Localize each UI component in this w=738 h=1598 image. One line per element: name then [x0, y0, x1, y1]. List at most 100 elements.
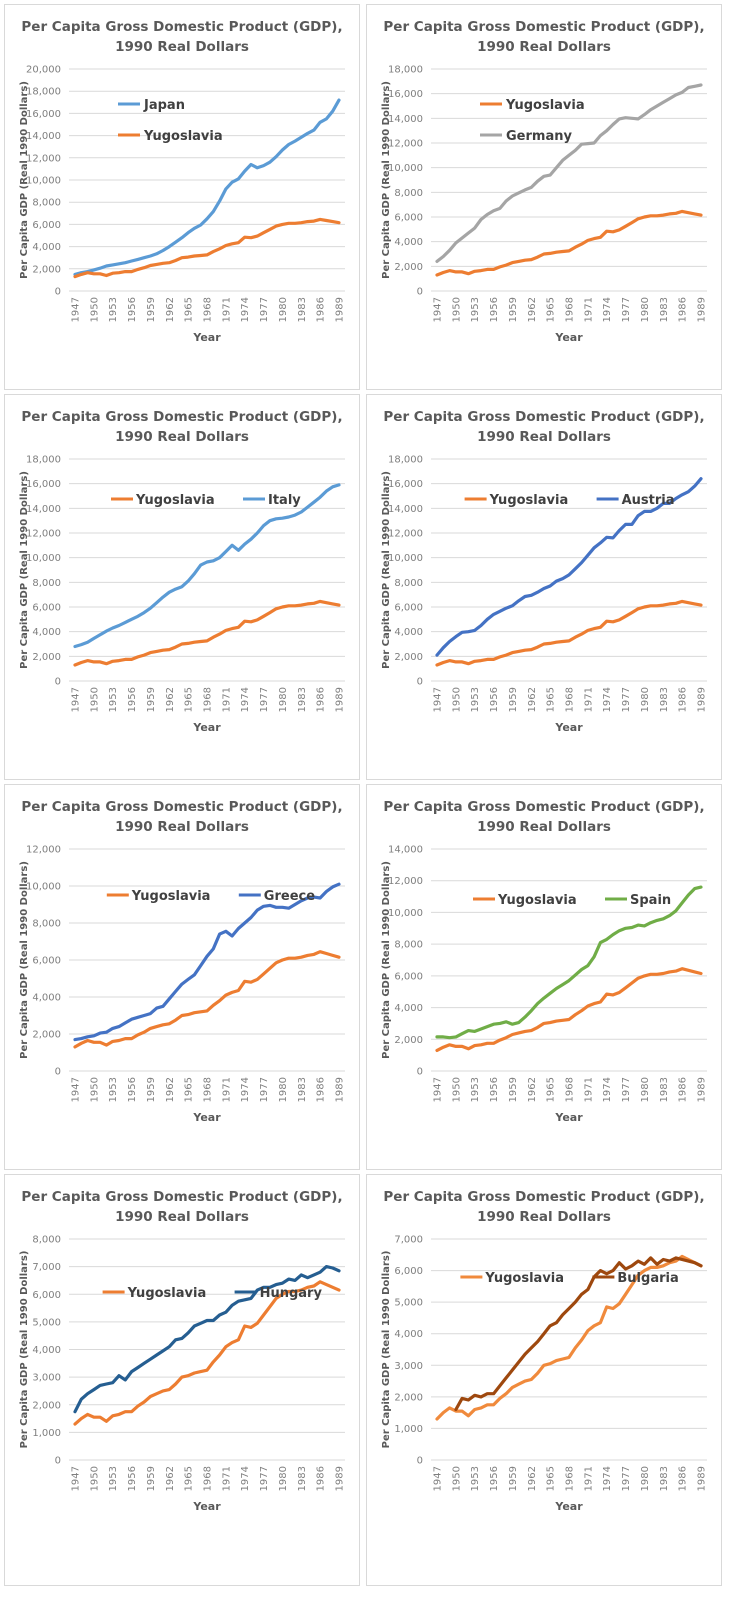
y-tick-label: 1,000: [32, 1428, 61, 1439]
y-tick-label: 6,000: [394, 213, 423, 224]
x-tick-label: 1950: [451, 297, 462, 322]
x-tick-label: 1977: [259, 687, 270, 712]
x-tick-label: 1983: [659, 1077, 670, 1102]
legend: Yugoslavia Bulgaria: [460, 1271, 679, 1286]
x-tick-label: 1977: [621, 687, 632, 712]
x-tick-label: 1986: [316, 1077, 327, 1102]
chart-panel-italy: Per Capita Gross Domestic Product (GDP),…: [4, 394, 360, 780]
legend-label-germany: Germany: [506, 129, 572, 144]
y-tick-label: 5,000: [32, 1317, 61, 1328]
chart-svg: Per Capita Gross Domestic Product (GDP),…: [381, 19, 708, 344]
x-tick-label: 1962: [527, 1077, 538, 1102]
legend: Yugoslavia Hungary: [102, 1286, 323, 1301]
series-line-japan: [73, 98, 341, 276]
x-tick-label: 1977: [621, 1466, 632, 1491]
y-tick-label: 10,000: [26, 882, 61, 893]
x-tick-label: 1986: [678, 297, 689, 322]
series-line-yugoslavia: [435, 1254, 703, 1421]
y-tick-label: 4,000: [394, 1329, 423, 1340]
y-tick-label: 2,000: [32, 1030, 61, 1041]
chart-svg: Per Capita Gross Domestic Product (GDP),…: [19, 799, 346, 1124]
chart-svg: Per Capita Gross Domestic Product (GDP),…: [381, 409, 708, 734]
y-tick-label: 2,000: [394, 262, 423, 273]
legend-label-greece: Greece: [264, 889, 315, 904]
x-tick-label: 1950: [89, 687, 100, 712]
x-tick-label: 1989: [335, 687, 346, 712]
x-tick-label: 1956: [127, 1466, 138, 1491]
x-tick-label: 1968: [203, 687, 214, 712]
legend: Yugoslavia Germany: [480, 98, 585, 144]
y-tick-label: 8,000: [32, 919, 61, 930]
y-tick-label: 8,000: [394, 578, 423, 589]
legend-label-yugoslavia: Yugoslavia: [143, 129, 223, 144]
x-tick-label: 1965: [546, 297, 557, 322]
x-axis-label: Year: [554, 1111, 583, 1124]
x-axis-label: Year: [192, 721, 221, 734]
y-tick-label: 14,000: [388, 114, 423, 125]
y-tick-label: 7,000: [394, 1235, 423, 1246]
x-tick-label: 1983: [297, 297, 308, 322]
x-tick-label: 1959: [508, 297, 519, 322]
legend-label-yugoslavia: Yugoslavia: [489, 493, 569, 508]
gridlines: [431, 848, 707, 1072]
y-tick-label: 20,000: [26, 65, 61, 76]
x-tick-label: 1968: [565, 687, 576, 712]
legend: Yugoslavia Austria: [464, 493, 675, 508]
x-tick-label: 1953: [108, 687, 119, 712]
x-tick-label: 1950: [89, 1077, 100, 1102]
x-tick-label: 1956: [489, 687, 500, 712]
y-tick-label: 14,000: [388, 845, 423, 856]
chart-title-line: Per Capita Gross Domestic Product (GDP),: [383, 19, 704, 35]
y-tick-label: 0: [55, 677, 61, 688]
series-line-bulgaria: [454, 1256, 703, 1412]
legend-label-japan: Japan: [143, 98, 185, 113]
y-tick-label: 16,000: [388, 89, 423, 100]
chart-title-line: 1990 Real Dollars: [477, 39, 611, 55]
x-tick-label: 1950: [89, 1466, 100, 1491]
x-tick-label: 1953: [470, 1077, 481, 1102]
series-line-austria: [435, 477, 703, 657]
x-tick-label: 1947: [433, 297, 444, 322]
y-tick-label: 10,000: [388, 553, 423, 564]
y-axis-label: Per Capita GDP (Real 1990 Dollars): [381, 471, 392, 669]
legend-label-austria: Austria: [622, 493, 675, 508]
y-tick-label: 10,000: [26, 176, 61, 187]
y-tick-label: 4,000: [32, 627, 61, 638]
gridlines: [431, 1238, 707, 1461]
x-tick-label: 1947: [71, 1077, 82, 1102]
x-tick-label: 1953: [108, 1466, 119, 1491]
x-tick-label: 1968: [565, 1077, 576, 1102]
y-tick-label: 2,000: [32, 264, 61, 275]
y-tick-label: 18,000: [388, 65, 423, 76]
x-tick-label: 1971: [221, 1077, 232, 1102]
x-tick-label: 1950: [451, 687, 462, 712]
y-axis-label: Per Capita GDP (Real 1990 Dollars): [19, 471, 30, 669]
chart-title-line: 1990 Real Dollars: [115, 1209, 249, 1225]
y-tick-label: 4,000: [394, 1003, 423, 1014]
chart-title-line: Per Capita Gross Domestic Product (GDP),: [21, 799, 342, 815]
x-tick-label: 1974: [602, 687, 613, 712]
x-tick-label: 1959: [508, 1466, 519, 1491]
legend-label-hungary: Hungary: [260, 1286, 323, 1301]
legend: Yugoslavia Greece: [106, 889, 315, 904]
legend-label-yugoslavia: Yugoslavia: [135, 493, 215, 508]
x-tick-label: 1989: [335, 297, 346, 322]
gridlines: [69, 458, 345, 682]
x-tick-label: 1962: [165, 297, 176, 322]
chart-title-line: Per Capita Gross Domestic Product (GDP),: [21, 1189, 342, 1205]
x-tick-label: 1983: [297, 1466, 308, 1491]
x-tick-label: 1968: [203, 1466, 214, 1491]
x-tick-label: 1989: [697, 297, 708, 322]
legend-label-italy: Italy: [268, 493, 301, 508]
y-tick-label: 16,000: [388, 479, 423, 490]
gridlines: [69, 68, 345, 292]
x-tick-label: 1980: [640, 297, 651, 322]
y-tick-label: 1,000: [394, 1424, 423, 1435]
x-tick-label: 1959: [146, 297, 157, 322]
x-tick-label: 1968: [203, 297, 214, 322]
x-tick-label: 1968: [565, 297, 576, 322]
x-axis-label: Year: [192, 1500, 221, 1513]
x-tick-label: 1974: [240, 1466, 251, 1491]
x-axis-label: Year: [554, 331, 583, 344]
x-tick-label: 1971: [221, 297, 232, 322]
